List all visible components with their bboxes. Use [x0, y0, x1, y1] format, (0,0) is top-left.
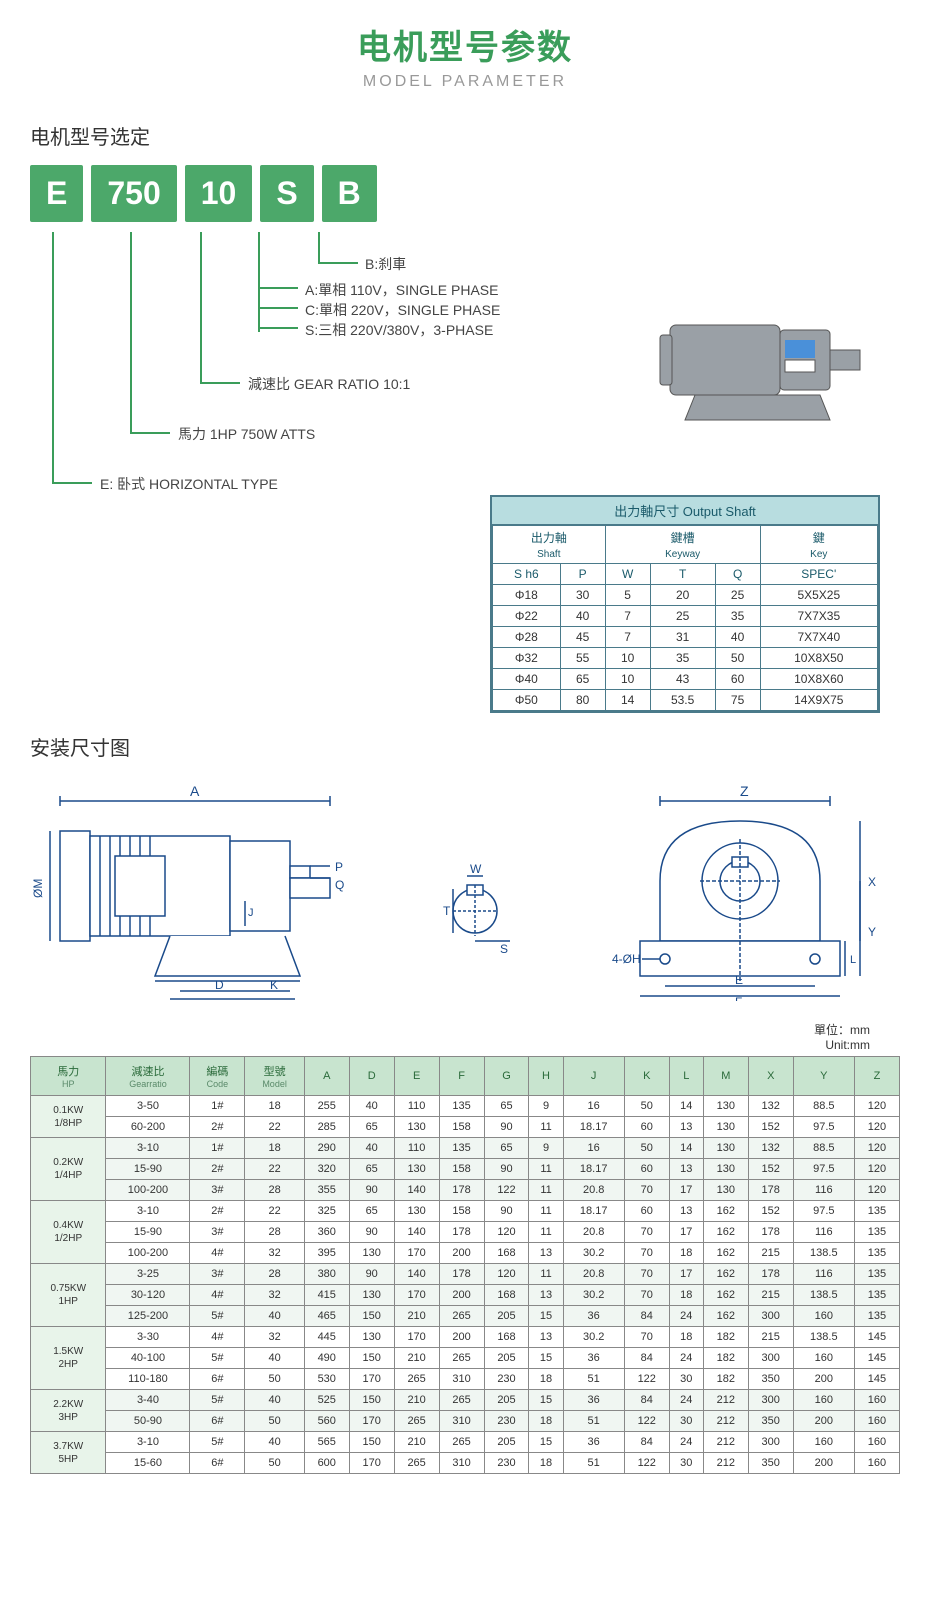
svg-text:G: G	[225, 1000, 234, 1001]
svg-text:D: D	[215, 978, 224, 992]
svg-text:P: P	[335, 860, 343, 874]
table-row: 3.7KW5HP3-105#40565150210265205153684242…	[31, 1432, 900, 1453]
desc-hp: 馬力 1HP 750W ATTS	[178, 424, 315, 444]
desc-S-C: C:單相 220V，SINGLE PHASE	[305, 300, 500, 320]
table-row: Φ2845731407X7X40	[493, 627, 878, 648]
table-row: 50-906#505601702653102301851122302123502…	[31, 1411, 900, 1432]
table-row: 100-2004#323951301702001681330.270181622…	[31, 1243, 900, 1264]
shaft-table-title: 出力軸尺寸 Output Shaft	[492, 497, 878, 525]
model-bracket-diagram: B:刹車 A:單相 110V，SINGLE PHASE C:單相 220V，SI…	[30, 232, 900, 512]
model-code-boxes: E75010SB	[30, 165, 900, 222]
page-title-block: 电机型号参数 MODEL PARAMETER	[30, 20, 900, 91]
desc-B: B:刹車	[365, 254, 406, 274]
svg-text:S: S	[500, 942, 508, 956]
desc-S-A: A:單相 110V，SINGLE PHASE	[305, 280, 498, 300]
table-row: Φ2240725357X7X35	[493, 606, 878, 627]
table-row: 40-1005#40490150210265205153684241823001…	[31, 1348, 900, 1369]
table-row: 1.5KW2HP3-304#324451301702001681330.2701…	[31, 1327, 900, 1348]
svg-text:Z: Z	[740, 783, 749, 799]
svg-text:A: A	[190, 783, 200, 799]
svg-text:F: F	[735, 995, 742, 1001]
table-row: 15-606#506001702653102301851122302123502…	[31, 1453, 900, 1474]
svg-text:ØM: ØM	[31, 879, 45, 898]
svg-text:Q: Q	[335, 878, 344, 892]
table-row: 15-903#28360901401781201120.870171621781…	[31, 1222, 900, 1243]
table-row: 60-2002#2228565130158901118.176013130152…	[31, 1117, 900, 1138]
svg-text:J: J	[248, 907, 254, 919]
main-title: 电机型号参数	[30, 20, 900, 69]
table-row: Φ1830520255X5X25	[493, 585, 878, 606]
table-row: 30-1204#324151301702001681330.2701816221…	[31, 1285, 900, 1306]
model-section: E75010SB B:刹車 A:單相 110V	[30, 165, 900, 512]
table-row: Φ50801453.57514X9X75	[493, 690, 878, 711]
install-diagrams: A P Q J	[30, 781, 900, 1001]
shaft-table: 出力軸尺寸 Output Shaft 出力軸Shaft鍵槽Keyway鍵KeyS…	[490, 495, 880, 713]
table-row: 100-2003#28355901401781221120.8701713017…	[31, 1180, 900, 1201]
table-row: 125-2005#4046515021026520515368424162300…	[31, 1306, 900, 1327]
table-row: 0.75KW1HP3-253#28380901401781201120.8701…	[31, 1264, 900, 1285]
svg-text:T: T	[443, 904, 451, 918]
front-view-diagram: Z 4-ØH E F	[580, 781, 900, 1001]
table-row: 2.2KW3HP3-405#40525150210265205153684242…	[31, 1390, 900, 1411]
keyway-diagram: W T S	[415, 781, 535, 1001]
svg-text:K: K	[270, 978, 278, 992]
model-box-3: S	[260, 165, 313, 222]
section-install-title: 安装尺寸图	[30, 732, 900, 761]
svg-text:W: W	[470, 862, 482, 876]
svg-text:Y: Y	[868, 925, 876, 939]
side-view-diagram: A P Q J	[30, 781, 370, 1001]
table-row: 110-1806#5053017026531023018511223018235…	[31, 1369, 900, 1390]
section-model-title: 电机型号选定	[30, 121, 900, 150]
model-box-2: 10	[185, 165, 253, 222]
table-row: 0.1KW1/8HP3-501#182554011013565916501413…	[31, 1096, 900, 1117]
model-box-4: B	[322, 165, 377, 222]
table-row: 0.4KW1/2HP3-102#2232565130158901118.1760…	[31, 1201, 900, 1222]
desc-S-S: S:三相 220V/380V，3-PHASE	[305, 320, 493, 340]
desc-E: E: 卧式 HORIZONTAL TYPE	[100, 474, 278, 494]
dimension-table: 馬力HP減速比Gearratio編碼Code型號ModelADEFGHJKLMX…	[30, 1056, 900, 1474]
sub-title: MODEL PARAMETER	[30, 73, 900, 91]
table-row: 0.2KW1/4HP3-101#182904011013565916501413…	[31, 1138, 900, 1159]
svg-text:E: E	[735, 973, 743, 987]
svg-text:X: X	[868, 875, 876, 889]
table-row: Φ325510355010X8X50	[493, 648, 878, 669]
desc-ratio: 減速比 GEAR RATIO 10:1	[248, 374, 410, 394]
table-row: Φ406510436010X8X60	[493, 669, 878, 690]
svg-text:4-ØH: 4-ØH	[612, 952, 641, 966]
model-box-0: E	[30, 165, 83, 222]
table-row: 15-902#2232065130158901118.1760131301529…	[31, 1159, 900, 1180]
svg-text:L: L	[850, 954, 856, 966]
model-box-1: 750	[91, 165, 176, 222]
unit-label: 單位：mmUnit:mm	[30, 1021, 870, 1052]
